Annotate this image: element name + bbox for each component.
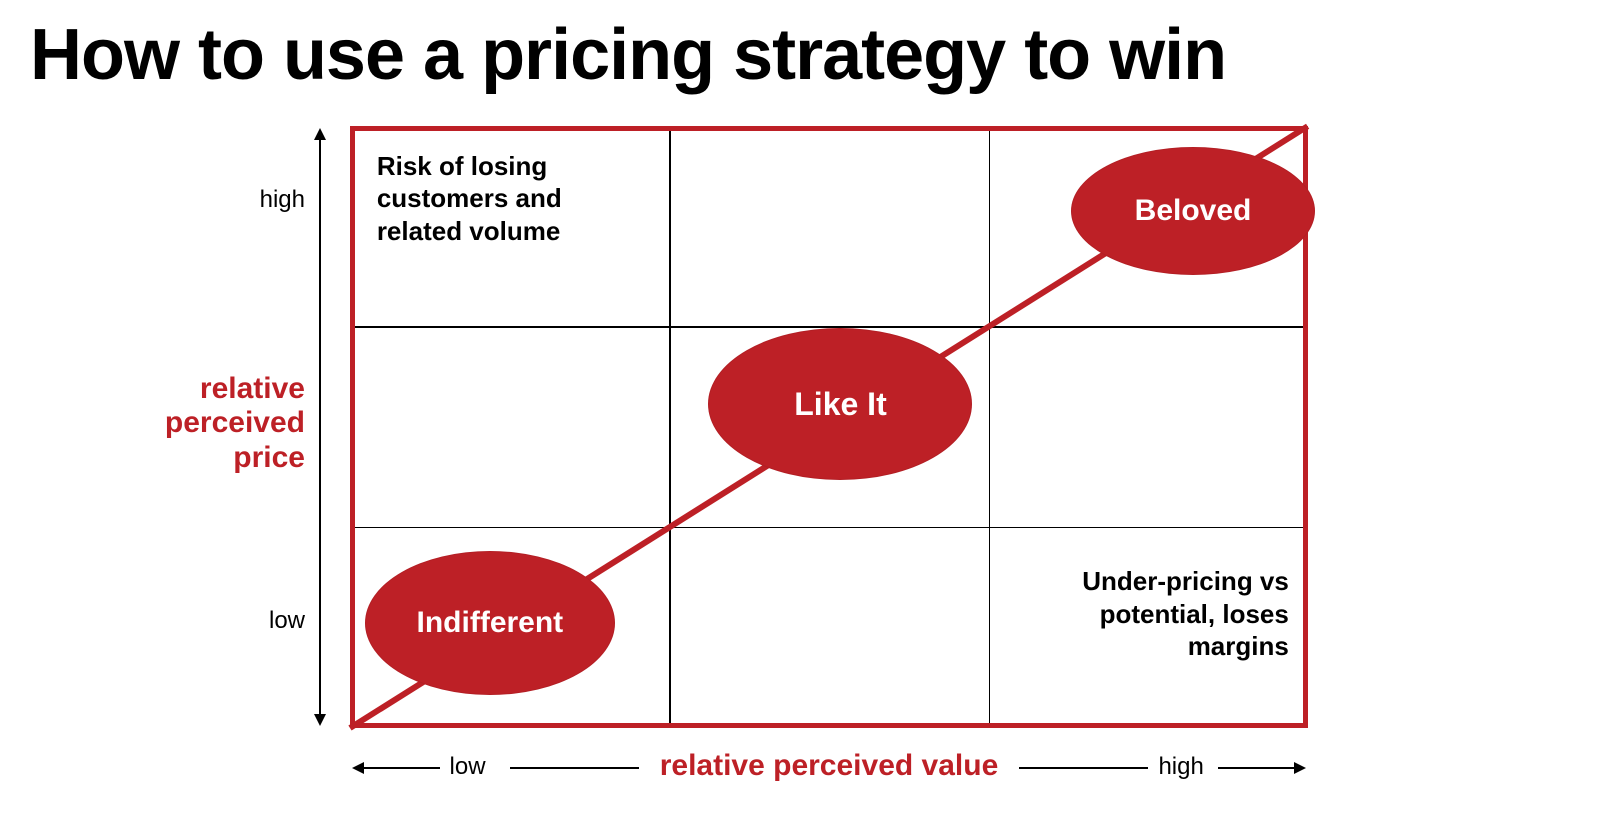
x-axis-arrow-line-left xyxy=(362,767,440,769)
x-axis-low-label: low xyxy=(450,753,486,781)
y-axis-title: relative perceived price xyxy=(165,372,305,476)
x-axis-arrow-head-right xyxy=(1294,762,1306,774)
ellipse-beloved-label: Beloved xyxy=(1135,195,1252,227)
gridline-vertical-2 xyxy=(989,131,991,723)
annotation-risk: Risk of losing customers and related vol… xyxy=(377,150,562,248)
y-axis-low-label: low xyxy=(269,607,305,635)
x-axis-arrow-line-mid-left xyxy=(510,767,639,769)
x-axis-high-label: high xyxy=(1158,753,1203,781)
y-axis-high-label: high xyxy=(260,186,305,214)
ellipse-beloved: Beloved xyxy=(1071,147,1315,275)
gridline-vertical-1 xyxy=(669,131,671,723)
ellipse-indifferent-label: Indifferent xyxy=(417,607,564,639)
ellipse-indifferent: Indifferent xyxy=(365,551,615,695)
x-axis-title: relative perceived value xyxy=(644,749,1014,783)
y-axis-arrow-line xyxy=(319,138,321,716)
page-title: How to use a pricing strategy to win xyxy=(30,18,1600,94)
ellipse-like-it-label: Like It xyxy=(794,388,886,422)
x-axis-arrow-head-left xyxy=(352,762,364,774)
chart-stage: high low relative perceived price Risk o… xyxy=(0,104,1600,834)
x-axis-arrow-line-mid-right xyxy=(1019,767,1148,769)
annotation-underpricing: Under-pricing vs potential, loses margin… xyxy=(1082,565,1289,663)
ellipse-like-it: Like It xyxy=(708,328,972,480)
x-axis-arrow-line-right xyxy=(1218,767,1296,769)
y-axis-arrow-head-down xyxy=(314,714,326,726)
gridline-horizontal-2 xyxy=(355,527,1303,529)
y-axis-arrow-head-up xyxy=(314,128,326,140)
